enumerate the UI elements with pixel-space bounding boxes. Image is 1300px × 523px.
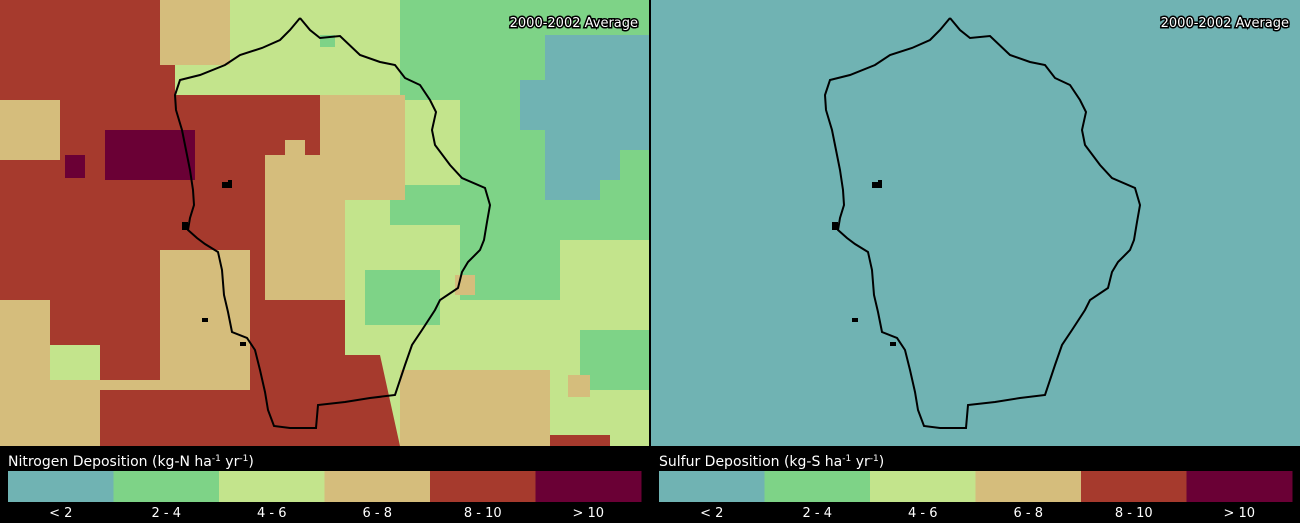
legend-label: 6 - 8 — [1014, 506, 1044, 521]
legend-label: > 10 — [1223, 506, 1255, 521]
title-part: yr — [221, 454, 240, 470]
period-label: 2000-2002 Average — [1161, 16, 1289, 31]
title-part: Nitrogen Deposition (kg-N ha — [8, 454, 212, 470]
superscript: -1 — [239, 454, 248, 464]
legend-label: 8 - 10 — [464, 506, 502, 521]
superscript: -1 — [842, 454, 851, 464]
legend-swatch — [1186, 471, 1293, 502]
legend-swatch — [535, 471, 642, 502]
title-part: Sulfur Deposition (kg-S ha — [659, 454, 842, 470]
legend-label: < 2 — [49, 506, 72, 521]
legend-swatch — [870, 471, 976, 502]
superscript: -1 — [870, 454, 879, 464]
legend-label: 2 - 4 — [803, 506, 833, 521]
legend-label: 4 - 6 — [908, 506, 938, 521]
superscript: -1 — [212, 454, 221, 464]
legend-swatch — [430, 471, 536, 502]
legend-swatch — [219, 471, 325, 502]
legend-swatch — [324, 471, 431, 502]
legend-label: 2 - 4 — [152, 506, 182, 521]
title-part: yr — [851, 454, 870, 470]
legend-label: < 2 — [700, 506, 723, 521]
legend-swatch — [8, 471, 114, 502]
legend-title: Nitrogen Deposition (kg-N ha-1 yr-1) — [8, 454, 254, 470]
legend-label: 4 - 6 — [257, 506, 287, 521]
period-label: 2000-2002 Average — [510, 16, 638, 31]
legend-swatch — [975, 471, 1082, 502]
legend-label: > 10 — [572, 506, 604, 521]
legend-label: 6 - 8 — [363, 506, 393, 521]
nitrogen-raster — [0, 0, 649, 446]
legend-swatch — [659, 471, 765, 502]
legend-title: Sulfur Deposition (kg-S ha-1 yr-1) — [659, 454, 884, 470]
legend-swatch — [1081, 471, 1187, 502]
legend-swatch — [113, 471, 220, 502]
legend-swatch — [764, 471, 871, 502]
title-part: ) — [248, 454, 253, 470]
title-part: ) — [879, 454, 884, 470]
sulfur-raster — [651, 0, 1300, 446]
legend-label: 8 - 10 — [1115, 506, 1153, 521]
